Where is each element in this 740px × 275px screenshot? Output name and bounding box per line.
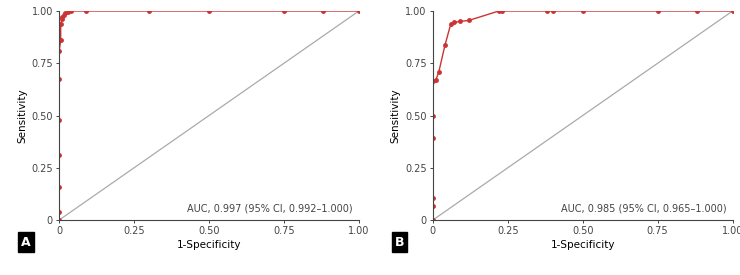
X-axis label: 1-Specificity: 1-Specificity bbox=[551, 240, 615, 251]
Text: A: A bbox=[21, 235, 31, 249]
Text: AUC, 0.997 (95% CI, 0.992–1.000): AUC, 0.997 (95% CI, 0.992–1.000) bbox=[187, 204, 353, 214]
Y-axis label: Sensitivity: Sensitivity bbox=[391, 88, 401, 143]
X-axis label: 1-Specificity: 1-Specificity bbox=[177, 240, 241, 251]
Text: AUC, 0.985 (95% CI, 0.965–1.000): AUC, 0.985 (95% CI, 0.965–1.000) bbox=[561, 204, 727, 214]
Text: B: B bbox=[395, 235, 404, 249]
Y-axis label: Sensitivity: Sensitivity bbox=[17, 88, 27, 143]
